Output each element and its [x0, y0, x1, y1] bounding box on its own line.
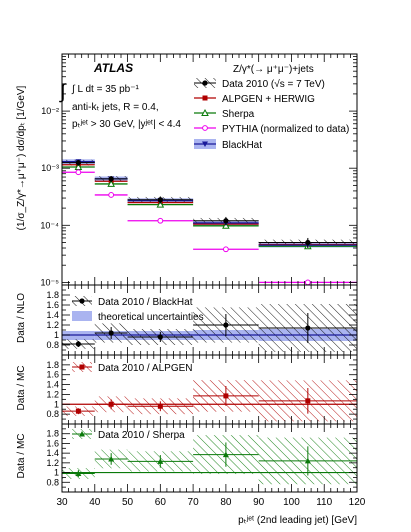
legend-label-data: Data 2010 (√s = 7 TeV) [222, 78, 325, 90]
ratio-nlo-legend-data: Data 2010 / BlackHat [98, 297, 193, 308]
ratio-alpgen-legend: Data 2010 / ALPGEN [98, 363, 193, 374]
main-y-tick-label: 10⁻² [41, 106, 59, 116]
ratio-alpgen-y-tick-label: 1.4 [46, 380, 59, 390]
ratio-nlo-legend-marker [79, 298, 85, 304]
x-tick-label: 100 [283, 497, 300, 508]
x-axis-title: pₜʲᵉᵗ (2nd leading jet) [GeV] [238, 515, 357, 526]
ratio-alpgen-point-4 [305, 398, 311, 404]
x-tick-label: 40 [89, 497, 101, 508]
ratio-sherpa-frame [61, 423, 358, 493]
ratio-sherpa-y-tick-label: 1.8 [46, 429, 59, 439]
data-point-0 [75, 160, 81, 166]
sherpa-marker-1 [107, 179, 116, 187]
main-y-tick-label: 10⁻⁵ [41, 277, 60, 287]
ratio-nlo-point-2 [157, 334, 163, 340]
ratio-sherpa-y-tick-label: 1.4 [46, 448, 59, 458]
ratio-alpgen-point-0 [75, 408, 81, 414]
ratio-sherpa-legend: Data 2010 / Sherpa [98, 430, 185, 441]
ratio-sherpa-y-tick-label: 1.6 [46, 438, 59, 448]
experiment-label: ATLAS [93, 61, 133, 75]
ratio-nlo-y-tick-label: 1.4 [46, 310, 59, 320]
ratio-nlo-point-1 [108, 330, 114, 336]
ratio-nlo-y-tick-label: 1.2 [46, 320, 59, 330]
ratio-sherpa-point-2 [157, 458, 164, 464]
legend-swatch-pythia-marker [202, 125, 208, 131]
ratio-nlo-y-axis-title: Data / NLO [16, 293, 27, 343]
ratio-sherpa-y-tick-label: 1 [54, 468, 59, 478]
ratio-sherpa-y-tick-label: 0.8 [46, 477, 59, 487]
ratio-alpgen-y-tick-label: 1.6 [46, 370, 59, 380]
main-legend: Data 2010 (√s = 7 TeV) ALPGEN + HERWIG S… [222, 78, 349, 151]
pythia-marker-3 [222, 246, 229, 253]
ratio-alpgen-y-tick-label: 1.8 [46, 360, 59, 370]
data-point-1 [108, 176, 114, 182]
jet-cuts-annotation: pₜʲᵉᵗ > 30 GeV, |yʲᵉᵗ| < 4.4 [72, 119, 181, 130]
ratio-nlo-legend-band-swatch [72, 311, 92, 321]
ratio-nlo-y-tick-label: 1 [54, 330, 59, 340]
ratio-alpgen-y-axis-title: Data / MC [16, 365, 27, 410]
luminosity-annotation: ∫ L dt = 35 pb⁻¹ [71, 84, 140, 95]
legend-swatch-sherpa-marker [201, 108, 209, 116]
data-point-4 [305, 239, 311, 246]
x-tick-label: 80 [220, 497, 232, 508]
legend-swatch-blackhat-marker [202, 141, 208, 147]
ratio-nlo-y-tick-label: 0.8 [46, 340, 59, 350]
legend-label-alpgen: ALPGEN + HERWIG [222, 94, 315, 105]
pythia-marker-4 [304, 279, 311, 286]
ratio-nlo-point-3 [223, 322, 229, 328]
x-tick-label: 50 [122, 497, 134, 508]
data-point-3 [223, 218, 229, 224]
ratio-sherpa-point-1 [108, 455, 115, 462]
ratio-nlo-y-tick-label: 1.8 [46, 290, 59, 300]
ratio-sherpa-point-0 [75, 470, 82, 477]
x-tick-label: 60 [155, 497, 167, 508]
x-tick-label: 30 [56, 497, 68, 508]
ratio-alpgen-y-tick-label: 1 [54, 399, 59, 409]
x-tick-label: 110 [316, 497, 332, 508]
legend-swatch-data-marker [202, 80, 208, 86]
main-y-axis-title: (1/σ_Z/γ*→μ⁺μ⁻) dσ/dpₜ [1/GeV] [16, 85, 27, 230]
ratio-alpgen-y-tick-label: 0.8 [46, 409, 59, 419]
ratio-sherpa-y-tick-label: 1.2 [46, 458, 59, 468]
jet-algorithm-annotation: anti-kₜ jets, R = 0.4, [72, 102, 159, 113]
ratio-alpgen-legend-marker [79, 364, 85, 370]
x-tick-label: 120 [349, 497, 366, 508]
ratio-nlo-point-4 [305, 325, 311, 331]
ratio-nlo-point-0 [75, 341, 81, 347]
data-point-2 [157, 197, 163, 203]
ratio-alpgen-point-2 [157, 403, 163, 409]
x-tick-label: 90 [253, 497, 265, 508]
ratio-sherpa-point-4 [304, 457, 311, 464]
legend-label-sherpa: Sherpa [222, 109, 255, 120]
pythia-marker-2 [157, 217, 164, 224]
integral-glyph: ∫ [59, 81, 67, 103]
ratio-alpgen-y-tick-label: 1.2 [46, 389, 59, 399]
x-tick-label: 70 [188, 497, 200, 508]
main-y-tick-label: 10⁻⁴ [40, 220, 59, 230]
ratio-sherpa-point-3 [222, 451, 229, 458]
pythia-marker-0 [75, 169, 82, 176]
chart-axes: 10⁻⁵10⁻⁴10⁻³10⁻²∫0.811.21.41.61.80.811.2… [40, 53, 366, 508]
legend-label-pythia: PYTHIA (normalized to data) [222, 124, 349, 135]
pythia-marker-1 [108, 192, 115, 198]
ratio-sherpa-y-axis-title: Data / MC [16, 433, 27, 478]
process-title: Z/γ*(→ μ⁺μ⁻)+jets [233, 64, 314, 75]
legend-label-blackhat: BlackHat [222, 140, 262, 151]
main-y-tick-label: 10⁻³ [41, 163, 59, 173]
legend-swatch-alpgen-marker [202, 95, 208, 101]
ratio-nlo-y-tick-label: 1.6 [46, 300, 59, 310]
ratio-sherpa-legend-marker [79, 431, 85, 437]
ratio-alpgen-point-3 [223, 393, 229, 399]
chart-marks [62, 159, 357, 485]
sherpa-marker-2 [156, 200, 165, 208]
ratio-nlo-legend-band: theoretical uncertainties [98, 312, 204, 323]
ratio-alpgen-point-1 [108, 401, 114, 407]
